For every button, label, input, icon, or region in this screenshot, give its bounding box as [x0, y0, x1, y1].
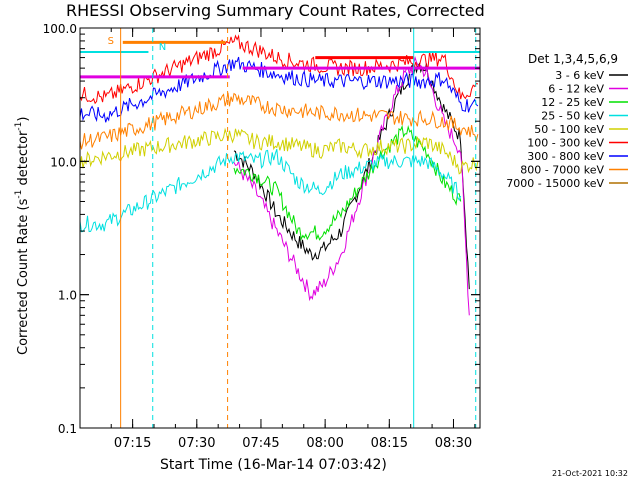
timestamp: 21-Oct-2021 10:32 [552, 469, 628, 478]
y-tick-label: 1.0 [58, 289, 77, 303]
y-axis-label: Corrected Count Rate (s-1 detector-1) [14, 117, 31, 355]
y-axis: 0.1 1.0 10.0 100.0 [43, 22, 480, 436]
legend-entry-label: 7000 - 15000 keV [506, 177, 604, 190]
night-label: N [159, 42, 166, 53]
x-tick-label: 07:45 [242, 436, 279, 451]
legend-entry-label: 800 - 7000 keV [520, 164, 604, 177]
series-line-4 [79, 127, 479, 175]
attenuator-label: S [108, 36, 114, 47]
legend-entry-label: 25 - 50 keV [541, 110, 604, 123]
plot-area: SN [79, 28, 480, 428]
legend-entry-label: 12 - 25 keV [541, 96, 604, 109]
x-axis: 07:15 07:30 07:45 08:00 08:15 08:30 [110, 28, 476, 451]
y-tick-label: 0.1 [58, 422, 77, 436]
legend-entry-label: 300 - 800 keV [527, 150, 604, 163]
x-tick-label: 08:30 [435, 436, 472, 451]
y-tick-label: 100.0 [43, 22, 77, 36]
x-tick-label: 07:15 [114, 436, 151, 451]
legend-entry-label: 50 - 100 keV [534, 123, 604, 136]
legend-entry-label: 100 - 300 keV [527, 137, 604, 150]
legend-entry-label: 3 - 6 keV [555, 69, 604, 82]
legend-entry-label: 6 - 12 keV [548, 83, 604, 96]
series-line-3 [79, 148, 462, 233]
legend-title: Det 1,3,4,5,6,9 [528, 52, 618, 66]
x-tick-label: 08:15 [371, 436, 408, 451]
x-axis-label: Start Time (16-Mar-14 07:03:42) [160, 457, 387, 473]
chart-title: RHESSI Observing Summary Count Rates, Co… [66, 1, 485, 20]
series-line-6 [79, 56, 479, 123]
series-line-7 [79, 92, 479, 150]
y-tick-label: 10.0 [50, 155, 77, 169]
series-line-1 [233, 56, 470, 316]
plot-frame [79, 27, 481, 429]
x-tick-label: 07:30 [178, 436, 215, 451]
x-tick-label: 08:00 [306, 436, 343, 451]
